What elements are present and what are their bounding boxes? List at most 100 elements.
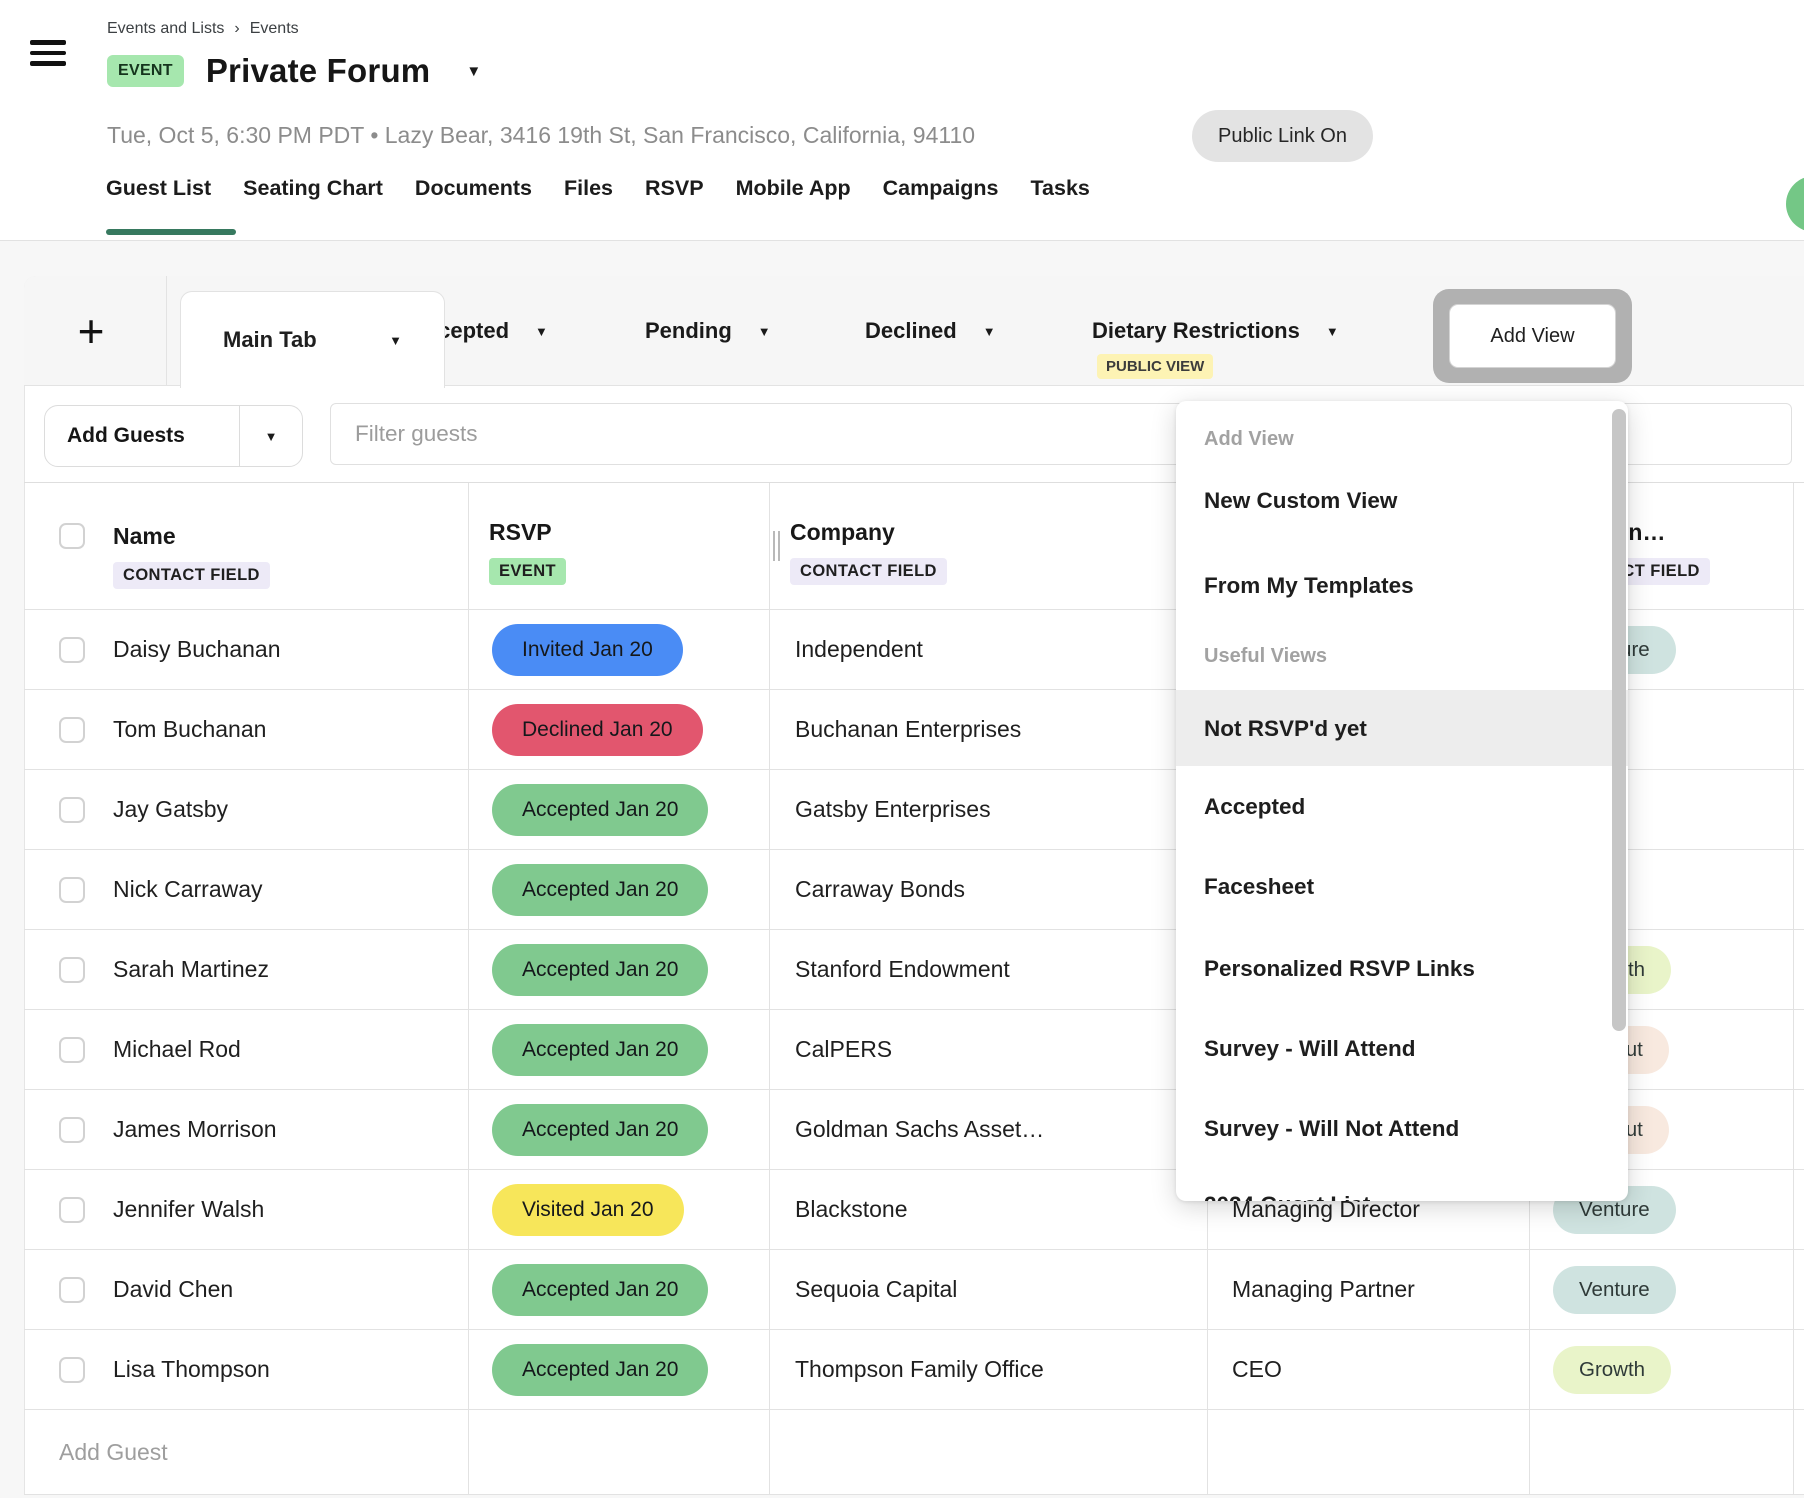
main-nav-tabs: Guest List Seating Chart Documents Files RSV… xyxy=(106,176,1090,201)
rsvp-status-pill[interactable]: Accepted Jan 20 xyxy=(492,863,709,916)
position-title: Managing Partner xyxy=(1232,1276,1415,1302)
rsvp-cell: Accepted Jan 20 xyxy=(469,850,770,930)
view-tab-label: Declined xyxy=(865,318,957,343)
name-cell: Michael Rod xyxy=(24,1010,469,1090)
view-tab-declined[interactable]: Declined ▼ xyxy=(865,276,996,386)
dropdown-item-from-my-templates[interactable]: From My Templates xyxy=(1204,573,1414,598)
company-name: Buchanan Enterprises xyxy=(795,716,1022,742)
rsvp-status-pill[interactable]: Declined Jan 20 xyxy=(492,703,703,756)
view-tab-label: Main Tab xyxy=(223,327,317,352)
rsvp-cell-inner: Accepted Jan 20 xyxy=(469,1250,769,1329)
chevron-down-icon[interactable]: ▼ xyxy=(535,323,548,339)
rsvp-status-pill[interactable]: Accepted Jan 20 xyxy=(492,1103,709,1156)
row-checkbox[interactable] xyxy=(59,1356,85,1383)
row-checkbox[interactable] xyxy=(59,1116,85,1143)
nav-tab-campaigns[interactable]: Campaigns xyxy=(882,176,999,200)
guest-name: Jennifer Walsh xyxy=(113,1196,265,1222)
guest-name: Sarah Martinez xyxy=(113,956,269,982)
dropdown-section-label: Add View xyxy=(1204,428,1294,450)
column-label: Company xyxy=(790,519,895,545)
rsvp-cell-inner: Accepted Jan 20 xyxy=(469,850,769,929)
add-guest-placeholder[interactable]: Add Guest xyxy=(59,1438,168,1465)
name-cell-inner: Jennifer Walsh xyxy=(24,1170,468,1249)
chevron-down-icon[interactable]: ▼ xyxy=(757,323,771,339)
rsvp-status-pill[interactable]: Accepted Jan 20 xyxy=(492,1263,709,1316)
row-checkbox[interactable] xyxy=(59,1276,85,1303)
company-cell-inner: Gatsby Enterprises xyxy=(770,770,1207,849)
rsvp-status-pill[interactable]: Accepted Jan 20 xyxy=(492,783,709,836)
rsvp-cell: Invited Jan 20 xyxy=(469,610,770,690)
nav-tab-rsvp[interactable]: RSVP xyxy=(645,176,704,200)
dropdown-scrollbar[interactable] xyxy=(1612,409,1626,1031)
overflow-cell xyxy=(1794,770,1804,850)
rsvp-status-pill[interactable]: Invited Jan 20 xyxy=(492,623,683,676)
rsvp-cell-inner: Visited Jan 20 xyxy=(469,1170,769,1249)
dropdown-item-survey-will-attend[interactable]: Survey - Will Attend xyxy=(1204,1036,1416,1061)
nav-tab-tasks[interactable]: Tasks xyxy=(1030,176,1090,200)
add-guests-split-button[interactable]: Add Guests ▼ xyxy=(44,405,303,467)
row-checkbox[interactable] xyxy=(59,1036,85,1063)
dropdown-item-accepted[interactable]: Accepted xyxy=(1204,794,1306,819)
company-cell: Sequoia Capital xyxy=(770,1250,1208,1330)
view-tab-pending[interactable]: Pending ▼ xyxy=(645,276,771,386)
company-cell-inner: Goldman Sachs Asset… xyxy=(770,1090,1207,1169)
dropdown-item-not-rsvp-d-yet[interactable]: Not RSVP'd yet xyxy=(1204,716,1367,741)
chevron-down-icon[interactable]: ▼ xyxy=(389,332,402,348)
nav-tab-seating-chart[interactable]: Seating Chart xyxy=(243,176,383,200)
title-chevron-down-icon[interactable]: ▼ xyxy=(466,62,482,80)
nav-tab-guest-list[interactable]: Guest List xyxy=(106,176,212,200)
rsvp-status-pill[interactable]: Accepted Jan 20 xyxy=(492,943,709,996)
breadcrumb-events[interactable]: Events xyxy=(249,20,299,37)
row-checkbox[interactable] xyxy=(59,716,85,743)
add-guest-row[interactable]: Add Guest xyxy=(24,1410,1804,1495)
name-cell: Lisa Thompson xyxy=(24,1330,469,1410)
dropdown-item-survey-will-not-attend[interactable]: Survey - Will Not Attend xyxy=(1204,1116,1460,1141)
dropdown-item-2024-guest-list[interactable]: 2024 Guest List xyxy=(1204,1190,1588,1201)
add-view-button[interactable]: Add View xyxy=(1449,304,1616,368)
column-type-badge: EVENT xyxy=(489,558,567,585)
nav-tab-mobile-app[interactable]: Mobile App xyxy=(735,176,851,200)
dropdown-item-personalized-rsvp-links[interactable]: Personalized RSVP Links xyxy=(1204,956,1475,981)
chevron-down-icon[interactable]: ▼ xyxy=(982,323,996,339)
add-view-focus-ring: Add View xyxy=(1433,289,1632,383)
add-guests-chevron-down-icon[interactable]: ▼ xyxy=(264,428,278,444)
column-resize-handle[interactable] xyxy=(773,531,780,561)
row-checkbox[interactable] xyxy=(59,1196,85,1223)
position-title: CEO xyxy=(1232,1356,1282,1382)
row-checkbox[interactable] xyxy=(59,876,85,903)
chevron-down-icon[interactable]: ▼ xyxy=(1325,323,1339,339)
rsvp-status-pill[interactable]: Accepted Jan 20 xyxy=(492,1023,709,1076)
select-all-checkbox[interactable] xyxy=(59,523,85,549)
name-cell-inner: Lisa Thompson xyxy=(24,1330,468,1409)
row-checkbox[interactable] xyxy=(59,956,85,983)
view-tab-strip: + Main Tab ▼ Add View Accepted ▼ Pending ▼ D… xyxy=(24,276,1804,388)
rsvp-status-pill[interactable]: Visited Jan 20 xyxy=(492,1183,684,1236)
name-cell: Nick Carraway xyxy=(24,850,469,930)
company-name: Thompson Family Office xyxy=(795,1356,1044,1382)
hamburger-menu-icon[interactable] xyxy=(30,40,66,70)
row-checkbox[interactable] xyxy=(59,796,85,823)
row-checkbox[interactable] xyxy=(59,636,85,663)
breadcrumb-events-and-lists[interactable]: Events and Lists xyxy=(107,20,225,37)
rsvp-status-pill[interactable]: Accepted Jan 20 xyxy=(492,1343,709,1396)
nav-tab-documents[interactable]: Documents xyxy=(414,176,532,200)
name-cell-inner: Sarah Martinez xyxy=(24,930,468,1009)
table-row: Nick Carraway Accepted Jan 20 Carraway Bon… xyxy=(24,850,1804,930)
dropdown-highlight-bar xyxy=(1176,690,1628,766)
avatar[interactable] xyxy=(1786,176,1804,232)
nav-tab-files[interactable]: Files xyxy=(564,176,613,200)
segment-cell-inner: Venture xyxy=(1530,1250,1793,1329)
add-view-plus-button[interactable]: + xyxy=(77,305,105,357)
rsvp-cell-inner: Accepted Jan 20 xyxy=(469,1010,769,1089)
column-type-badge: CONTACT FIELD xyxy=(113,562,270,589)
header-label-stack: Company CONTACT FIELD xyxy=(770,483,1207,585)
dropdown-item-new-custom-view[interactable]: New Custom View xyxy=(1204,488,1398,513)
name-cell-inner: Jay Gatsby xyxy=(24,770,468,849)
dropdown-item-facesheet[interactable]: Facesheet xyxy=(1204,874,1315,899)
guest-name: Tom Buchanan xyxy=(113,716,267,742)
view-tab-dietary-restrictions[interactable]: Dietary Restrictions ▼ PUBLIC VIEW xyxy=(1092,276,1339,386)
rsvp-cell-inner: Accepted Jan 20 xyxy=(469,930,769,1009)
view-tab-main-tab[interactable]: Main Tab ▼ xyxy=(180,291,445,388)
public-link-status-pill[interactable]: Public Link On xyxy=(1192,110,1373,162)
